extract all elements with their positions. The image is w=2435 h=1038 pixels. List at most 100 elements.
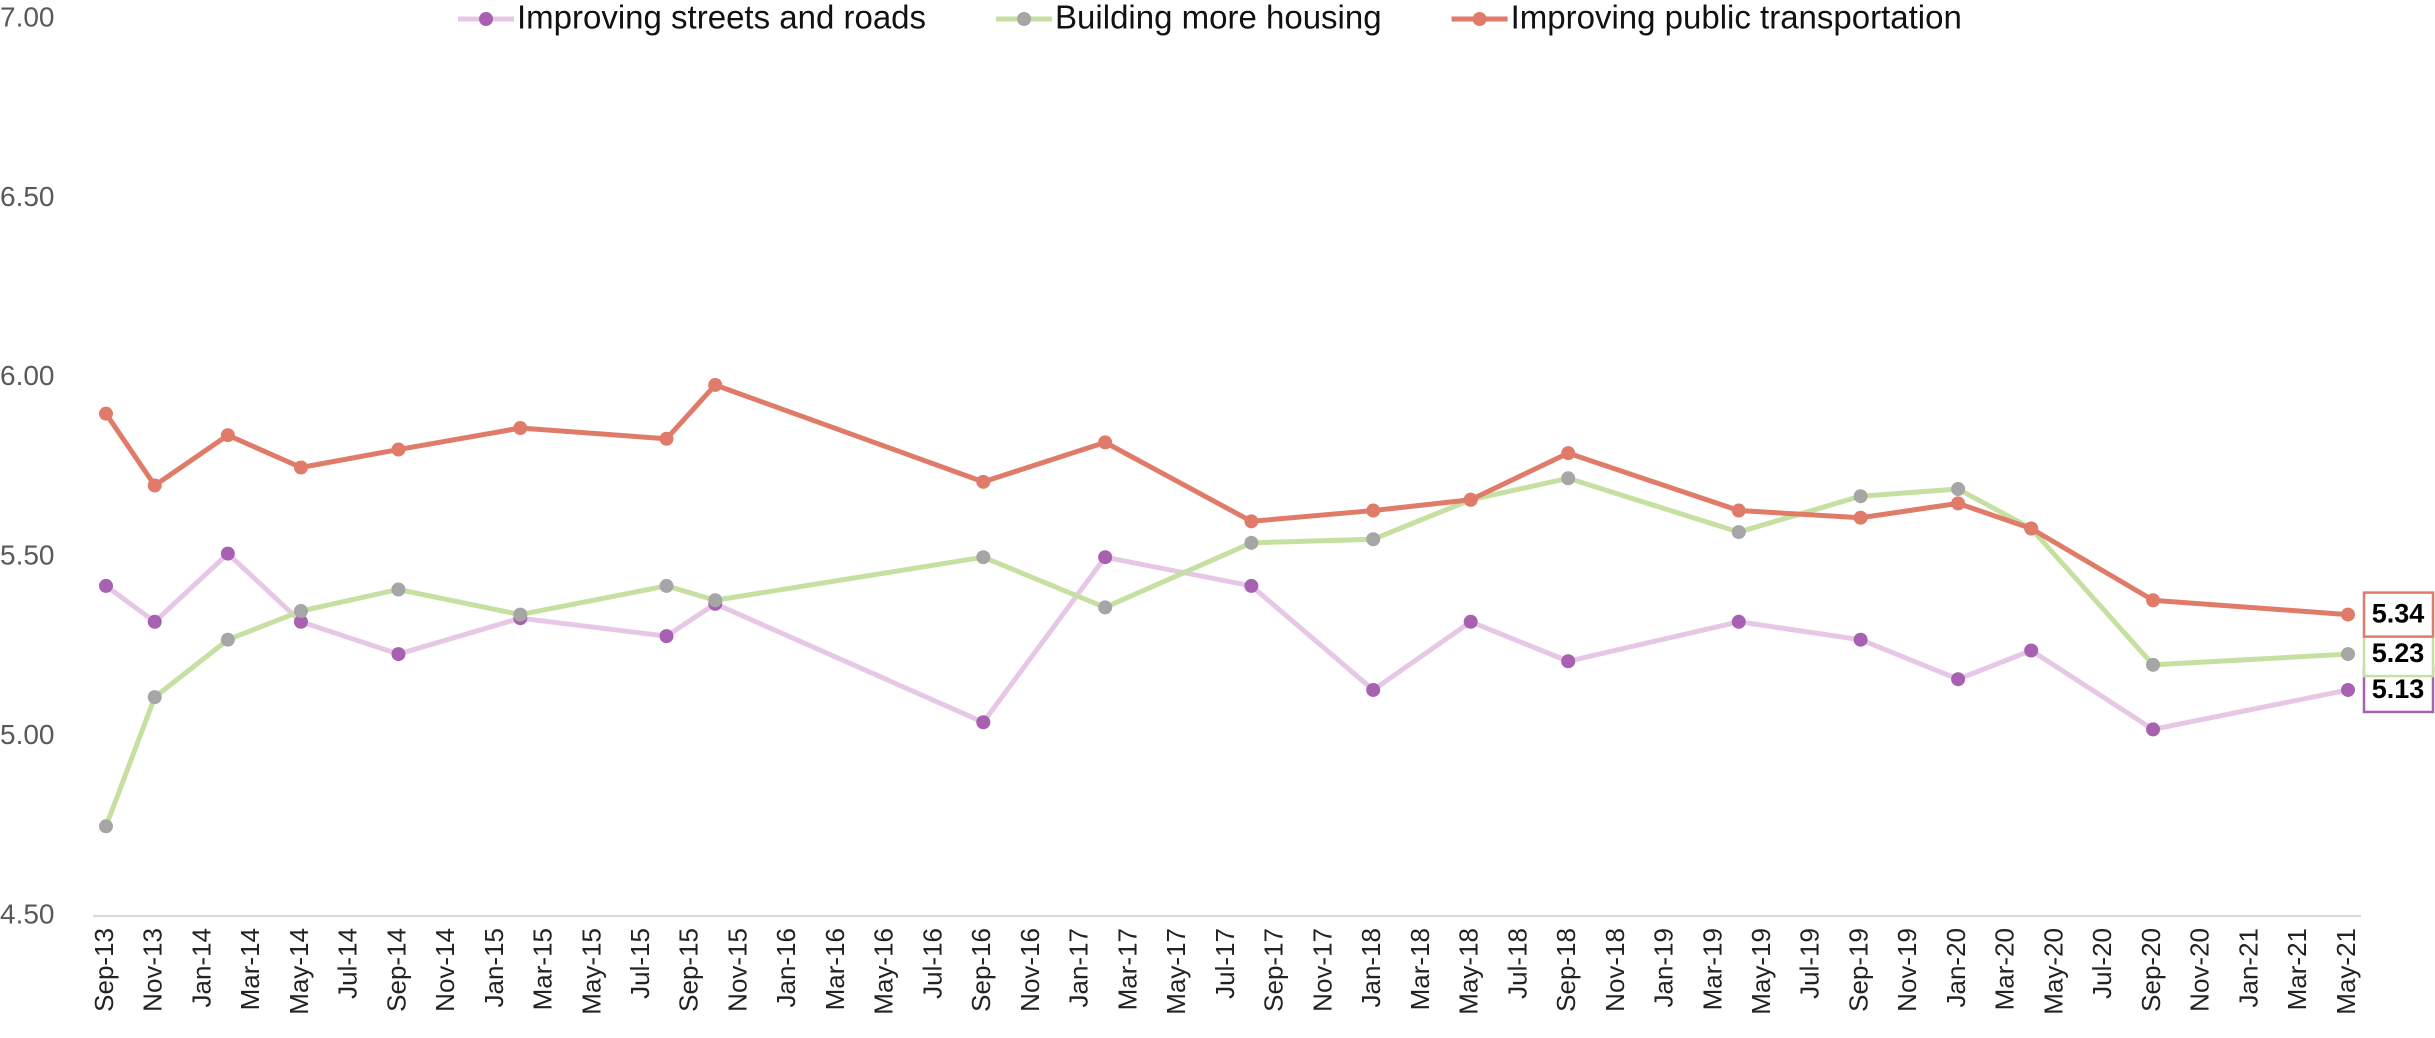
x-tick-label: Mar-19 [1697,928,1727,1010]
data-point [1853,489,1868,504]
x-tick-label: May-15 [576,928,606,1015]
data-point [293,604,308,619]
data-point [1951,482,1966,497]
data-point [659,629,674,644]
data-point [708,593,723,608]
data-point [1098,435,1113,450]
data-point [1366,532,1381,547]
legend-marker [479,12,493,26]
x-tick-label: Jul-17 [1210,928,1240,999]
data-point [976,550,991,565]
data-point [1951,672,1966,687]
data-point [391,647,406,662]
legend-marker [1472,12,1487,26]
x-tick-label: Nov-16 [1015,928,1045,1012]
x-tick-label: May-20 [2038,928,2068,1015]
x-tick-label: Jul-18 [1502,928,1532,999]
x-tick-label: Jan-14 [186,928,216,1008]
data-point [1561,654,1576,669]
data-point [2146,722,2161,737]
data-point [1463,492,1478,507]
data-point [1098,550,1113,565]
x-tick-label: Nov-17 [1307,928,1337,1012]
x-tick-label: Jan-15 [479,928,509,1008]
series-line [103,382,2349,618]
y-tick-label: 6.50 [0,181,55,212]
series-line [104,551,2349,732]
series-line [103,475,2349,828]
x-tick-label: Mar-17 [1112,928,1142,1010]
data-point [220,632,235,647]
x-tick-label: Sep-18 [1551,928,1581,1012]
x-tick-label: May-18 [1454,928,1484,1015]
x-tick-label: Jul-15 [625,928,655,999]
data-point [2146,657,2161,672]
x-tick-label: Jan-18 [1356,928,1386,1008]
x-tick-label: Sep-20 [2136,928,2166,1012]
x-tick-label: Sep-17 [1259,928,1289,1012]
x-tick-label: Jul-20 [2087,928,2117,999]
end-label: 5.34 [2372,599,2425,629]
x-tick-label: Sep-14 [381,928,411,1012]
x-tick-label: Jan-17 [1064,928,1094,1008]
legend-label: Improving streets and roads [517,0,926,36]
x-tick-label: Sep-13 [89,928,119,1012]
x-tick-label: Nov-15 [722,928,752,1012]
x-tick-label: Mar-16 [820,928,850,1010]
x-tick-label: Jul-19 [1795,928,1825,999]
x-tick-label: Mar-18 [1405,928,1435,1010]
data-point [1731,503,1746,518]
x-tick-label: Jan-20 [1941,928,1971,1008]
x-tick-label: Mar-14 [235,928,265,1010]
data-point [1366,682,1381,697]
data-point [1561,471,1576,486]
y-tick-label: 5.50 [0,540,55,571]
data-point [1244,535,1259,550]
data-point [1853,510,1868,525]
data-point [2146,593,2161,608]
x-tick-label: Nov-19 [1892,928,1922,1012]
data-point [1853,632,1868,647]
x-tick-label: Jan-16 [771,928,801,1008]
y-tick-label: 7.00 [0,1,55,32]
legend-marker [1017,12,1032,26]
x-tick-label: May-17 [1161,928,1191,1015]
legend-label: Improving public transportation [1511,0,1962,36]
data-point [659,431,674,446]
end-label-box [2362,591,2435,638]
y-tick-label: 5.00 [0,719,55,750]
data-point [1731,525,1746,540]
x-tick-label: Nov-20 [2185,928,2215,1012]
x-tick-label: Mar-20 [1990,928,2020,1010]
x-tick-label: May-19 [1746,928,1776,1015]
x-tick-label: May-16 [869,928,899,1015]
data-point [391,582,406,597]
x-tick-label: Nov-14 [430,928,460,1012]
data-point [1098,600,1113,615]
data-point [293,614,308,629]
data-point [391,442,406,457]
data-point [99,578,113,593]
x-tick-label: Jan-21 [2233,928,2263,1008]
x-tick-label: Sep-16 [966,928,996,1012]
data-point [220,428,235,443]
data-point [2341,682,2355,697]
data-point [293,460,308,475]
data-point [2024,643,2039,658]
legend-label: Building more housing [1055,0,1382,36]
data-point [2341,647,2355,662]
data-point [513,421,528,436]
data-point [1366,503,1381,518]
data-point [708,377,723,392]
x-tick-label: Nov-13 [138,928,168,1012]
data-point [1463,614,1478,629]
y-tick-label: 4.50 [0,898,55,929]
data-point [659,578,674,593]
data-point [147,690,162,705]
data-point [1731,614,1746,629]
x-tick-label: Mar-15 [528,928,558,1010]
end-label: 5.23 [2372,638,2425,668]
data-point [2024,521,2039,536]
data-point [1951,496,1966,511]
